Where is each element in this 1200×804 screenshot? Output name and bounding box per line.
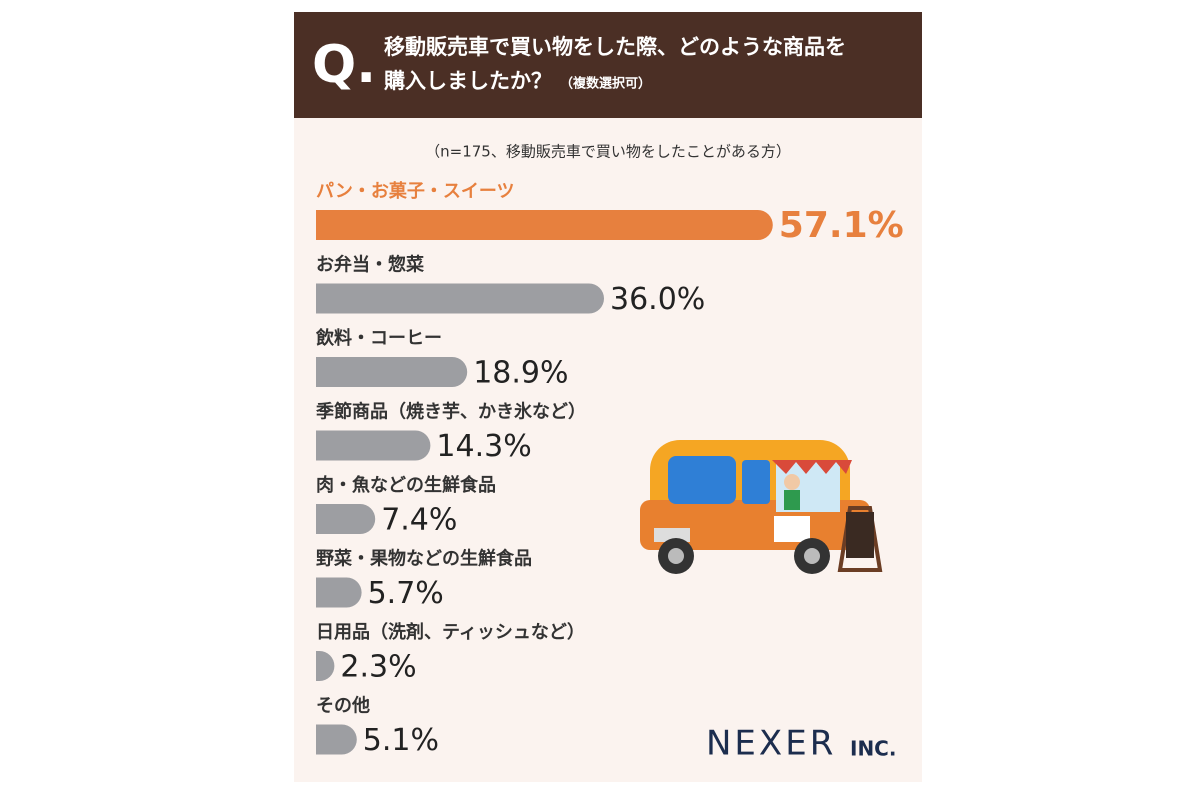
category-label: 日用品（洗剤、ティッシュなど） bbox=[316, 621, 585, 643]
category-label: 野菜・果物などの生鮮食品 bbox=[316, 548, 532, 570]
logo: NEXER bbox=[706, 724, 836, 764]
value-label: 5.1% bbox=[363, 723, 439, 758]
van-illustration bbox=[640, 440, 883, 574]
category-label: 季節商品（焼き芋、かき氷など） bbox=[316, 401, 586, 423]
logo-suffix: INC. bbox=[850, 737, 896, 761]
title-note: （複数選択可） bbox=[560, 76, 651, 92]
value-label: 18.9% bbox=[473, 356, 568, 391]
category-label: 飲料・コーヒー bbox=[315, 327, 442, 349]
bar bbox=[316, 651, 335, 681]
category-label: パン・お菓子・スイーツ bbox=[316, 180, 515, 202]
value-label: 14.3% bbox=[436, 429, 531, 464]
category-label: 肉・魚などの生鮮食品 bbox=[316, 474, 496, 496]
bar bbox=[316, 430, 431, 461]
title-line: 移動販売車で買い物をした際、どのような商品を bbox=[384, 35, 846, 59]
bar bbox=[316, 357, 468, 387]
subtitle: （n=175、移動販売車で買い物をしたことがある方） bbox=[425, 143, 791, 161]
bar bbox=[316, 210, 773, 240]
title-line: 購入しましたか？ bbox=[383, 69, 552, 93]
card bbox=[294, 12, 922, 782]
value-label: 5.7% bbox=[368, 576, 444, 611]
bar bbox=[316, 283, 605, 314]
value-label: 36.0% bbox=[610, 282, 705, 317]
bar bbox=[316, 724, 357, 755]
value-label: 2.3% bbox=[340, 650, 416, 685]
value-label: 57.1% bbox=[779, 205, 904, 246]
bar bbox=[316, 504, 376, 534]
category-label: お弁当・惣菜 bbox=[316, 254, 424, 276]
header bbox=[294, 12, 922, 118]
q-mark: Q. bbox=[312, 35, 376, 95]
category-label: その他 bbox=[316, 695, 370, 717]
value-label: 7.4% bbox=[381, 503, 457, 538]
bar bbox=[316, 577, 362, 608]
